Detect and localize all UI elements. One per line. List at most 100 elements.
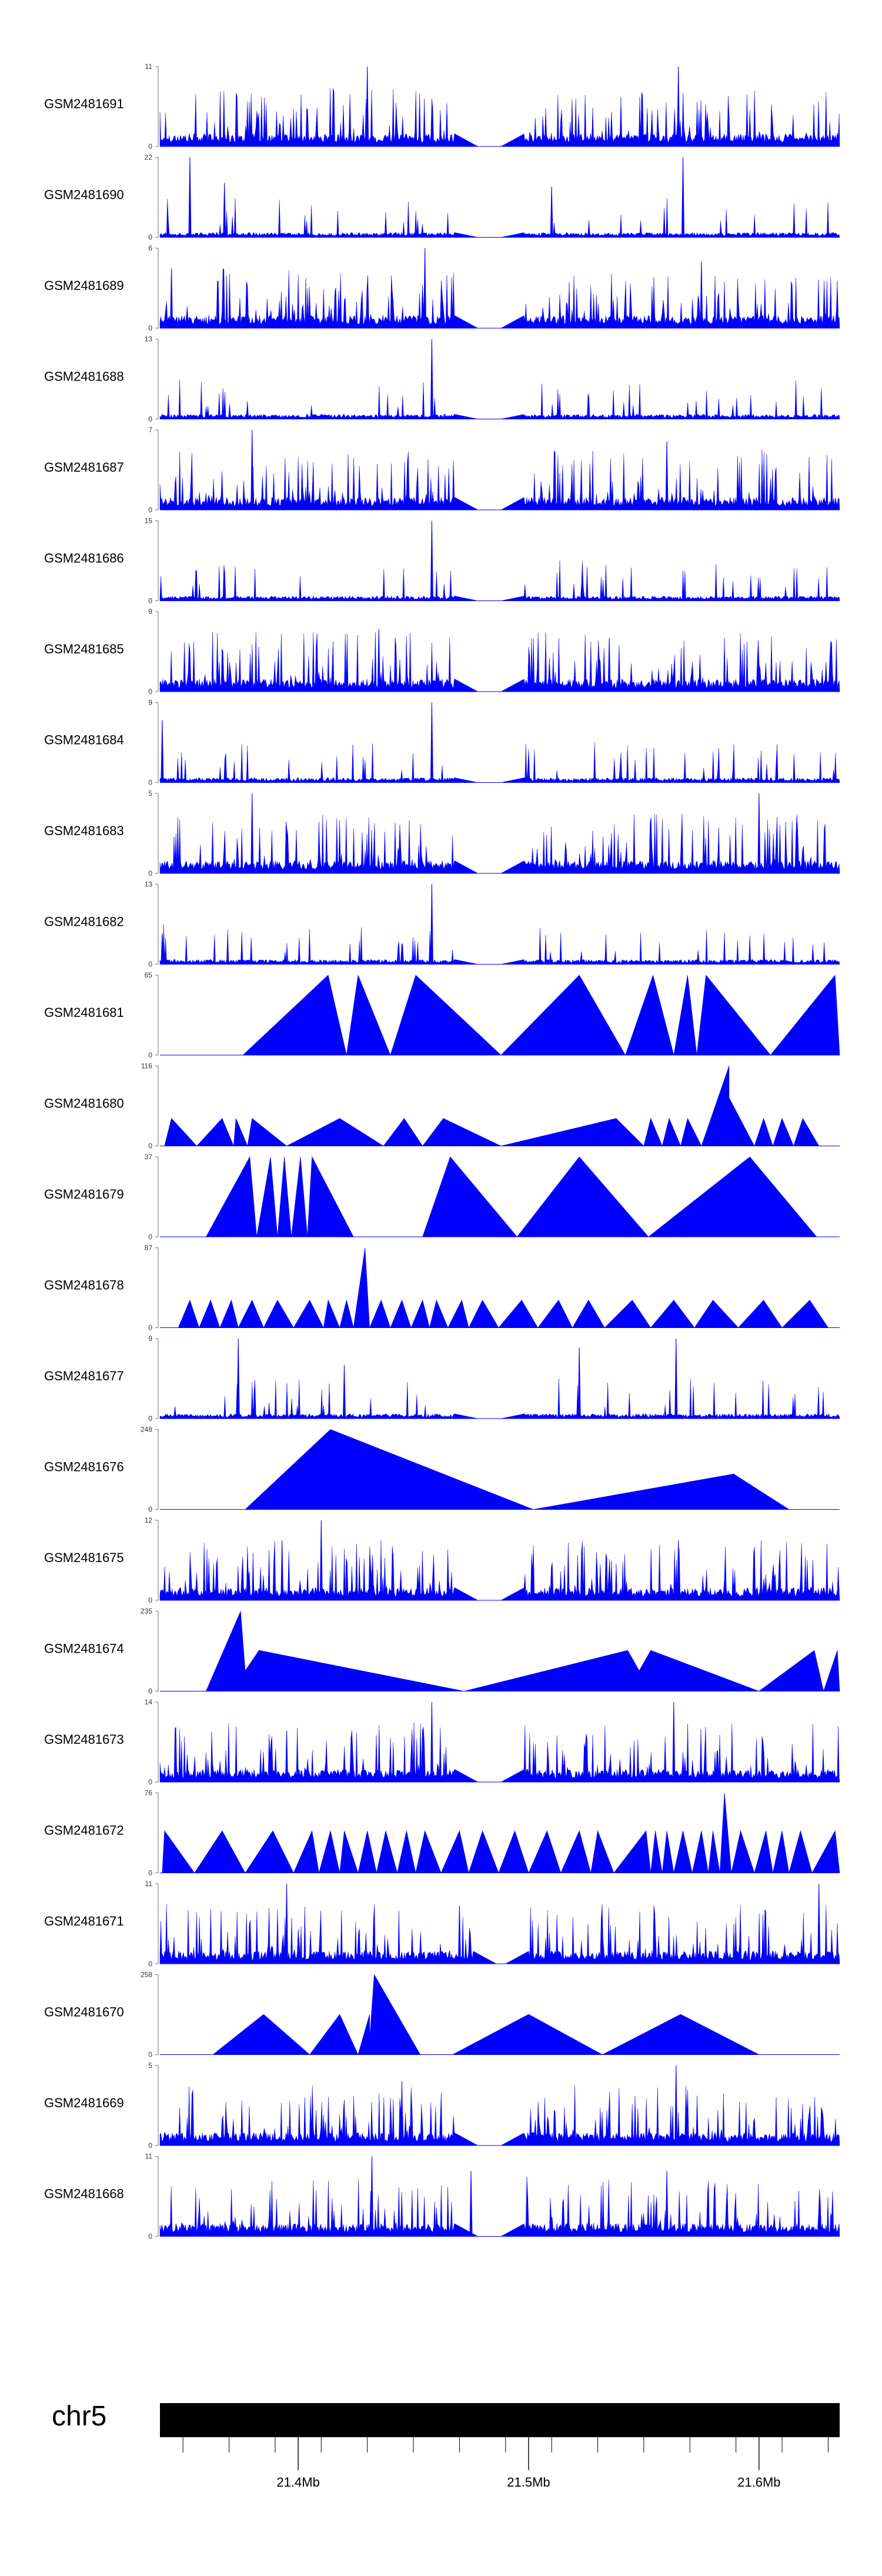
y-min-label: 0: [148, 324, 152, 332]
coverage-peak: [223, 182, 226, 238]
track-gsm2481685: GSM2481685 9 0: [44, 608, 840, 696]
track-gsm2481671: GSM2481671 11 0: [44, 1880, 840, 1968]
track-label: GSM2481668: [44, 2187, 124, 2201]
coverage-peak: [280, 1540, 284, 1601]
y-min-label: 0: [148, 1142, 152, 1150]
tick-label: 21.4Mb: [276, 2475, 319, 2490]
track-label: GSM2481674: [44, 1641, 124, 1656]
coverage-peak: [250, 429, 254, 510]
coverage-area: [212, 1974, 759, 2056]
y-max-label: 37: [145, 1153, 153, 1161]
coverage-area: [159, 1723, 840, 1783]
track-label: GSM2481678: [44, 1278, 124, 1293]
coverage-peak: [757, 793, 761, 874]
coverage-area: [159, 1540, 840, 1601]
track-gsm2481674: GSM2481674 235 0: [44, 1607, 840, 1696]
y-min-label: 0: [148, 2233, 152, 2241]
coverage-peak: [577, 1347, 581, 1419]
coverage-area: [162, 1793, 840, 1874]
coverage-peak: [674, 2065, 678, 2146]
coverage-peak: [285, 1730, 289, 1783]
coverage-peak: [366, 66, 369, 147]
y-min-label: 0: [148, 1687, 152, 1696]
y-min-label: 0: [148, 233, 152, 242]
track-gsm2481668: GSM2481668 11 0: [44, 2153, 840, 2241]
track-label: GSM2481671: [44, 1914, 124, 1928]
coverage-peak: [677, 66, 680, 147]
track-gsm2481690: GSM2481690 22 0: [44, 154, 840, 242]
y-min-label: 0: [148, 869, 152, 877]
track-label: GSM2481673: [44, 1732, 124, 1747]
coverage-peak: [700, 261, 703, 329]
y-max-label: 116: [141, 1062, 152, 1070]
y-max-label: 13: [145, 335, 153, 343]
y-max-label: 7: [148, 426, 152, 434]
coverage-peak: [430, 520, 433, 601]
y-max-label: 12: [145, 1516, 153, 1524]
y-max-label: 5: [148, 2061, 152, 2070]
coverage-area: [159, 379, 840, 419]
track-label: GSM2481677: [44, 1369, 124, 1383]
coverage-area: [159, 632, 840, 692]
y-min-label: 0: [148, 1051, 152, 1059]
y-max-label: 5: [148, 789, 152, 798]
track-gsm2481683: GSM2481683 5 0: [44, 789, 840, 877]
y-min-label: 0: [148, 1233, 152, 1241]
coverage-peak: [250, 793, 254, 874]
tick-label: 21.5Mb: [507, 2475, 550, 2490]
track-gsm2481691: GSM2481691 11 0: [44, 62, 840, 151]
track-gsm2481688: GSM2481688 13 0: [44, 335, 840, 423]
coverage-peak: [430, 884, 433, 965]
coverage-peak: [457, 1906, 461, 1964]
coverage-peak: [161, 720, 164, 783]
coverage-peak: [370, 2156, 374, 2237]
coverage-peak: [236, 1338, 240, 1419]
track-gsm2481686: GSM2481686 15 0: [44, 517, 840, 605]
chromosome-label: chr5: [52, 2401, 106, 2432]
y-max-label: 9: [148, 699, 152, 707]
coverage-area: [205, 1156, 817, 1237]
track-label: GSM2481689: [44, 278, 124, 293]
track-label: GSM2481675: [44, 1550, 124, 1565]
track-gsm2481669: GSM2481669 5 0: [44, 2061, 840, 2150]
coverage-area: [159, 2085, 840, 2146]
coverage-area: [159, 198, 840, 238]
y-max-label: 11: [145, 62, 153, 71]
coverage-area: [159, 1379, 840, 1419]
coverage-peak: [342, 1365, 346, 1419]
coverage-area: [178, 1247, 828, 1329]
coverage-peak: [817, 1883, 821, 1964]
y-min-label: 0: [148, 1869, 152, 1877]
y-min-label: 0: [148, 960, 152, 969]
y-max-label: 6: [148, 244, 152, 252]
track-gsm2481678: GSM2481678 87 0: [44, 1244, 840, 1332]
y-min-label: 0: [148, 415, 152, 423]
coverage-peak: [430, 702, 433, 783]
coverage-peak: [188, 157, 192, 238]
coverage-area: [245, 1429, 790, 1510]
coverage-area: [159, 88, 840, 147]
coverage-area: [205, 1611, 840, 1692]
coverage-peak: [423, 248, 427, 329]
track-gsm2481680: GSM2481680 116 0: [44, 1062, 840, 1150]
y-min-label: 0: [148, 1506, 152, 1514]
track-gsm2481682: GSM2481682 13 0: [44, 880, 840, 969]
y-min-label: 0: [148, 2051, 152, 2059]
track-label: GSM2481685: [44, 642, 124, 656]
coverage-peak: [469, 2171, 473, 2237]
coverage-peak: [672, 1701, 676, 1783]
y-min-label: 0: [148, 2141, 152, 2150]
track-gsm2481673: GSM2481673 14 0: [44, 1698, 840, 1786]
track-label: GSM2481682: [44, 915, 124, 929]
coverage-peak: [400, 2081, 403, 2146]
y-min-label: 0: [148, 688, 152, 696]
y-max-label: 65: [145, 971, 153, 979]
chromosome-ideogram: [160, 2403, 840, 2437]
track-gsm2481689: GSM2481689 6 0: [44, 244, 840, 332]
track-gsm2481675: GSM2481675 12 0: [44, 1516, 840, 1604]
y-min-label: 0: [148, 597, 152, 605]
coverage-peak: [430, 1701, 433, 1783]
y-max-label: 76: [145, 1789, 153, 1797]
coverage-peak: [674, 1338, 678, 1419]
track-gsm2481687: GSM2481687 7 0: [44, 426, 840, 514]
